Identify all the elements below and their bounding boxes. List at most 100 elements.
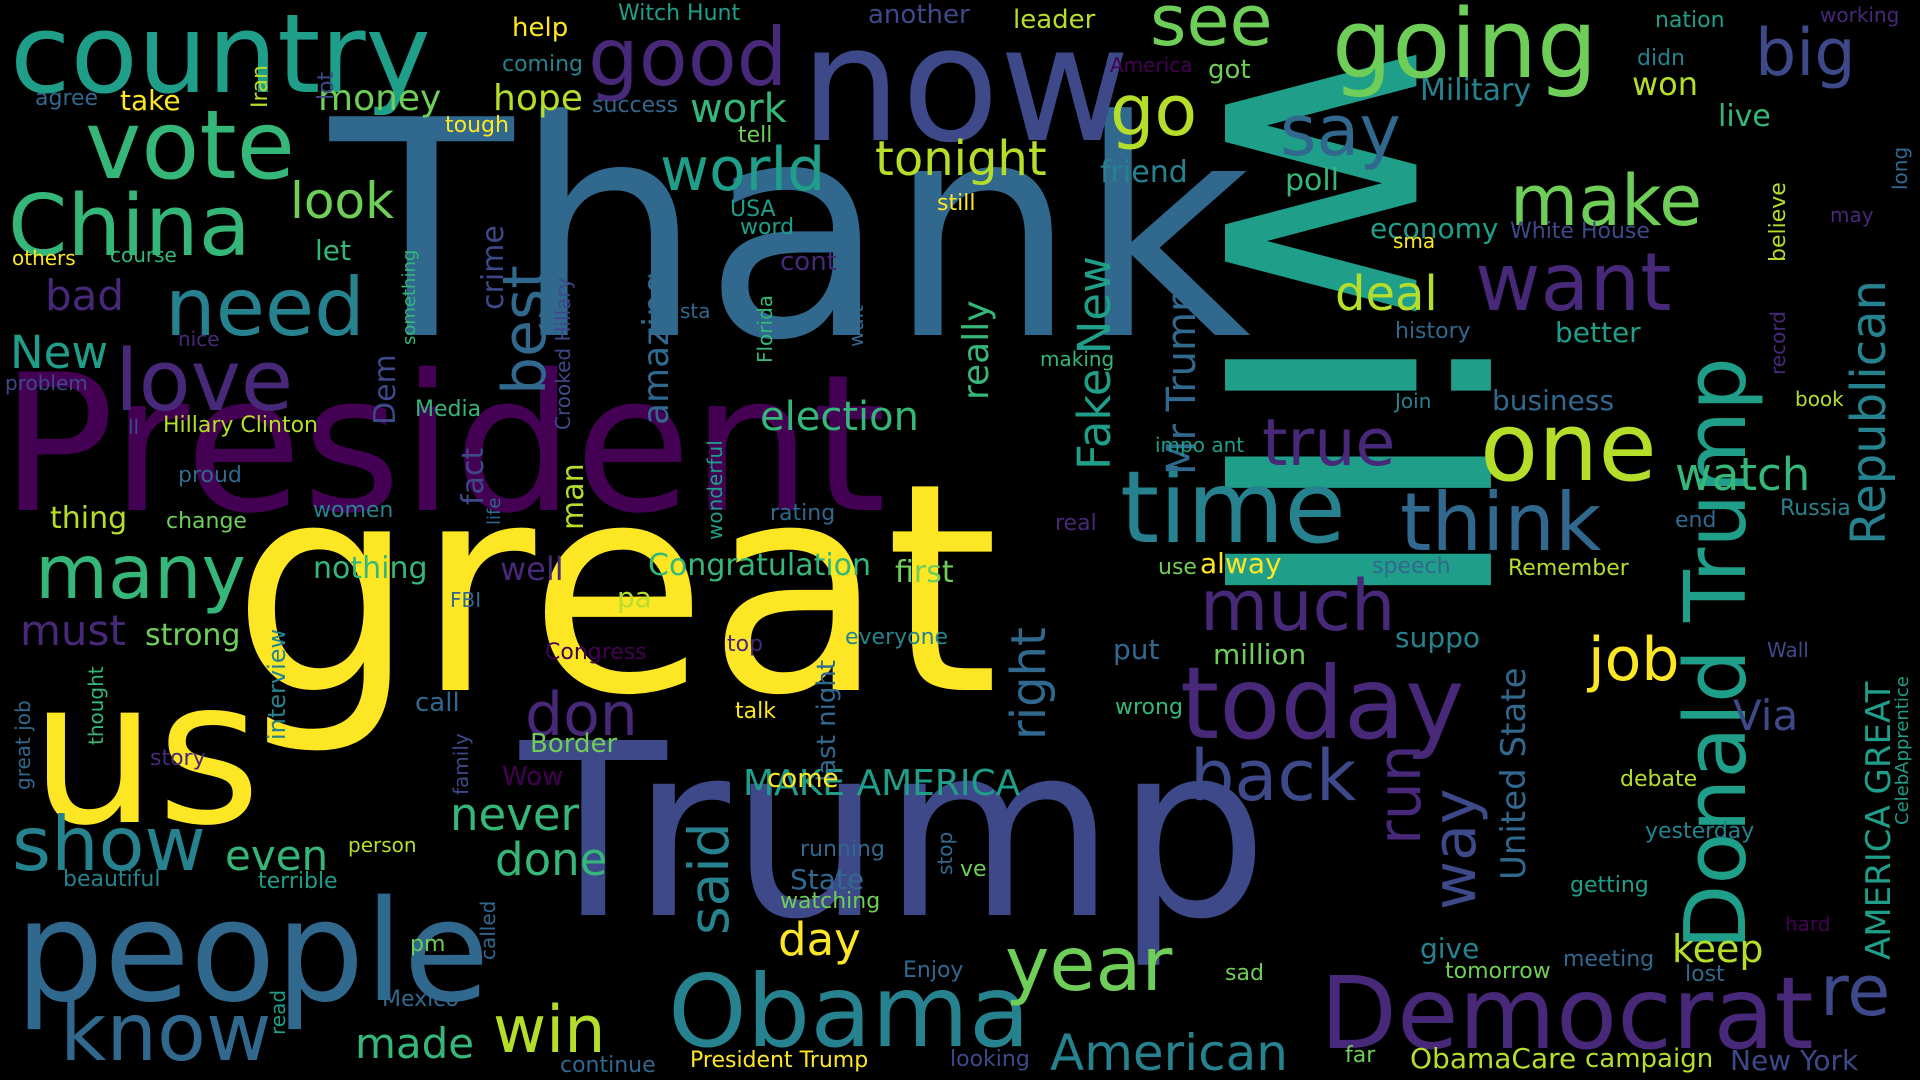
word-man: man	[556, 463, 591, 530]
word-will: will	[1142, 40, 1550, 618]
word-congratulation: Congratulation	[648, 548, 871, 583]
word-military: Military	[1420, 73, 1531, 108]
word-time: time	[1120, 449, 1346, 566]
word-donald-trump: Donald Trump	[1667, 357, 1766, 950]
word-much: much	[1200, 565, 1395, 647]
word-pm: pm	[410, 932, 445, 957]
word-go: go	[1110, 70, 1197, 152]
word-country: country	[10, 0, 431, 118]
word-friend: friend	[1100, 155, 1188, 190]
word-us: us	[30, 637, 261, 870]
word-republican: Republican	[1841, 280, 1897, 545]
word-one: one	[1480, 393, 1657, 503]
word-mr-trump: Mr Trump	[1159, 287, 1205, 475]
word-rating: rating	[770, 501, 835, 526]
word-tonight: tonight	[875, 131, 1047, 187]
word-top: top	[727, 632, 763, 657]
word-dem: Dem	[368, 354, 403, 425]
word-america-great: AMERICA GREAT	[1859, 681, 1899, 960]
word-run: run	[1365, 744, 1435, 845]
word-election: election	[760, 394, 919, 440]
word-made: made	[355, 1019, 474, 1068]
word-fact: fact	[456, 448, 491, 505]
word-everyone: everyone	[845, 625, 948, 650]
word-say: say	[1280, 90, 1401, 172]
word-wall: Wall	[1767, 638, 1809, 662]
word-day: day	[778, 913, 861, 966]
word-mexico: Mexico	[382, 987, 459, 1012]
word-life: life	[484, 498, 505, 525]
word-impo-ant: impo ant	[1155, 433, 1244, 457]
word-think: think	[1400, 476, 1602, 569]
word-lot: lot	[314, 71, 339, 100]
word-nothing: nothing	[313, 551, 428, 586]
word-white-house: White House	[1510, 219, 1650, 244]
word-strong: strong	[145, 618, 240, 653]
word-celebapprentice: CelebApprentice	[1892, 676, 1913, 825]
word-people: people	[15, 871, 490, 1034]
word-going: going	[1332, 0, 1597, 100]
word-stop: stop	[933, 832, 957, 875]
word-end: end	[1675, 508, 1716, 533]
word-read: read	[266, 990, 290, 1035]
word-hope: hope	[493, 78, 583, 119]
word-tough: tough	[445, 113, 509, 138]
word-getting: getting	[1570, 873, 1649, 898]
word-leader: leader	[1013, 5, 1096, 35]
word-keep: keep	[1672, 927, 1764, 971]
word-obama: Obama	[668, 953, 1030, 1070]
word-obamacare: ObamaCare	[1410, 1042, 1576, 1075]
word-let: let	[315, 234, 351, 267]
word-debate: debate	[1620, 767, 1697, 792]
word-see: see	[1150, 0, 1273, 62]
word-making: making	[1040, 347, 1114, 371]
word-amazing: amazing	[636, 271, 677, 425]
word-even: even	[225, 831, 328, 880]
word-join: Join	[1393, 389, 1431, 413]
word-democrat: Democrat	[1320, 955, 1814, 1072]
word-women: women	[313, 498, 393, 523]
word-won: won	[1632, 65, 1698, 103]
word-work: work	[690, 86, 788, 132]
word-help: help	[512, 13, 568, 43]
word-wait: wait	[844, 305, 868, 347]
word-doesn: doesn	[1380, 464, 1440, 488]
word-sma: sma	[1393, 229, 1435, 253]
word-wonderful: wonderful	[703, 440, 727, 540]
word-know: know	[60, 986, 271, 1079]
word-back: back	[1190, 735, 1357, 817]
word-united-state: United State	[1494, 667, 1534, 880]
word-thought: thought	[84, 666, 108, 745]
word-story: story	[150, 746, 206, 771]
word-long: long	[1888, 147, 1912, 190]
word-wow: Wow	[502, 762, 563, 792]
word-book: book	[1795, 387, 1844, 411]
word-witch-hunt: Witch Hunt	[618, 1, 740, 26]
word-look: look	[290, 172, 394, 230]
word-done: done	[495, 833, 607, 886]
word-problem: problem	[5, 371, 88, 395]
word-business: business	[1492, 384, 1614, 417]
word-trump: Trump	[519, 692, 1268, 972]
word-via: Via	[1733, 691, 1798, 740]
word-alway: alway	[1200, 547, 1282, 580]
word-still: still	[937, 191, 975, 216]
word-tell: tell	[738, 123, 772, 148]
word-family: family	[449, 733, 473, 795]
word-believe: believe	[1766, 182, 1791, 262]
word-good: good	[588, 11, 787, 104]
word-never: never	[450, 788, 580, 841]
word-got: got	[1208, 55, 1251, 85]
word-far: far	[1345, 1043, 1376, 1068]
word-first: first	[895, 555, 954, 590]
word-million: million	[1213, 638, 1306, 671]
word-make-america: MAKE AMERICA	[743, 763, 1021, 804]
word-true: true	[1262, 406, 1395, 481]
word-continue: continue	[560, 1053, 656, 1078]
word-thing: thing	[50, 501, 127, 536]
word-job: job	[1586, 625, 1679, 695]
word-want: want	[1475, 236, 1672, 329]
word-great: great	[232, 422, 999, 759]
word-president: President	[0, 334, 886, 555]
word-crime: crime	[476, 225, 511, 310]
